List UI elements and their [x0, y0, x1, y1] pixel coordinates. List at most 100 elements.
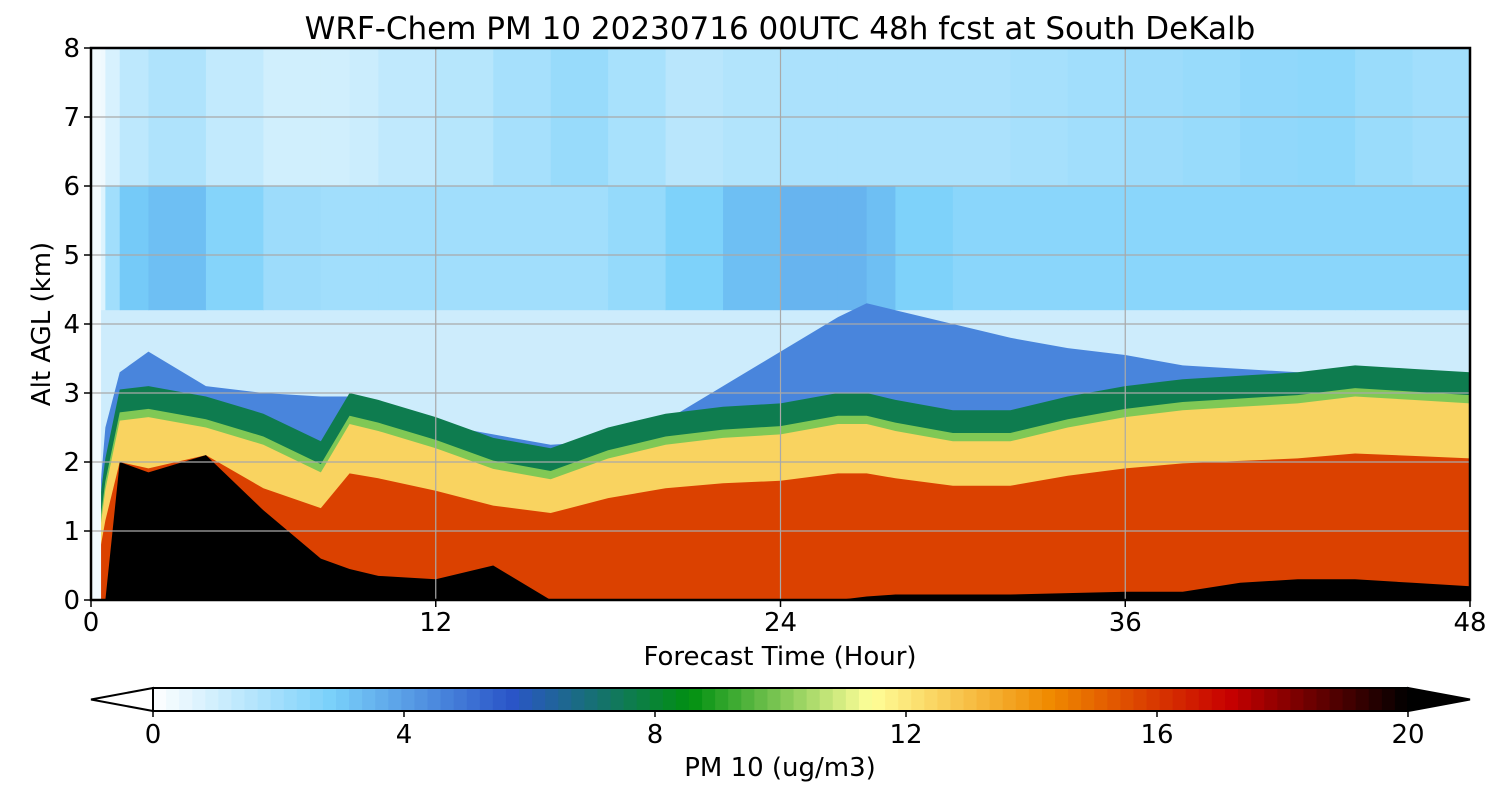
colorbar-segment: [819, 688, 834, 711]
colorbar-segment: [1172, 688, 1187, 711]
colorbar-segment: [1068, 688, 1082, 711]
colorbar-segment: [662, 688, 677, 711]
heat-cell: [205, 48, 264, 187]
y-tick-label: 3: [63, 379, 80, 409]
heat-cell: [119, 186, 150, 311]
heat-cell: [148, 48, 207, 187]
colorbar-segment: [963, 688, 978, 711]
colorbar-segment: [1028, 688, 1043, 711]
heat-cell: [119, 48, 150, 187]
heat-cell: [1182, 186, 1241, 311]
heat-cell: [780, 186, 839, 311]
colorbar-segment: [505, 688, 520, 711]
y-tick-label: 0: [63, 586, 80, 616]
heat-cell: [837, 186, 868, 311]
chart-title: WRF-Chem PM 10 20230716 00UTC 48h fcst a…: [305, 11, 1256, 47]
colorbar-tick-label: 12: [889, 720, 922, 750]
colorbar-segment: [1041, 688, 1056, 711]
colorbar-segment: [1094, 688, 1108, 711]
colorbar-segment: [231, 688, 246, 711]
heat-cell: [550, 186, 609, 311]
x-tick-label: 48: [1453, 608, 1486, 638]
y-axis-label: Alt AGL (km): [27, 242, 57, 406]
colorbar-segment: [845, 688, 860, 711]
heat-cell: [349, 186, 379, 311]
colorbar-segment: [1224, 688, 1239, 711]
colorbar-segment: [950, 688, 965, 711]
colorbar-tick-label: 4: [396, 720, 413, 750]
heat-cell: [665, 48, 724, 187]
colorbar-segment: [636, 688, 651, 711]
colorbar-segment: [283, 688, 298, 711]
heat-cell: [263, 48, 322, 187]
heat-cell: [723, 48, 782, 187]
colorbar-segment: [362, 688, 376, 711]
colorbar-segment: [1368, 688, 1383, 711]
y-tick-label: 5: [63, 241, 80, 271]
colorbar-segment: [1303, 688, 1318, 711]
gridlines: [91, 48, 1470, 600]
colorbar-segment: [1146, 688, 1161, 711]
colorbar-segment: [1107, 688, 1121, 711]
colorbar-segment: [728, 688, 742, 711]
colorbar-segment: [479, 688, 494, 711]
colorbar-segment: [741, 688, 755, 711]
colorbar-segment: [401, 688, 416, 711]
colorbar-segment: [1198, 688, 1213, 711]
colorbar-segment: [270, 688, 285, 711]
colorbar-segment: [166, 688, 180, 711]
colorbar-segment: [675, 688, 690, 711]
heat-cell: [1125, 186, 1184, 311]
x-tick-label: 0: [83, 608, 100, 638]
colorbar-extend-min: [90, 686, 154, 713]
colorbar-segment: [1355, 688, 1370, 711]
colorbar-segment: [1081, 688, 1095, 711]
colorbar-segment: [414, 688, 429, 711]
colorbar-segment: [375, 688, 389, 711]
heat-cell: [608, 186, 667, 311]
heat-cell: [1010, 48, 1069, 187]
x-tick-label: 36: [1109, 608, 1142, 638]
colorbar-segment: [688, 688, 703, 711]
colorbar-segment: [453, 688, 468, 711]
heat-cell: [723, 186, 782, 311]
colorbar-segment: [1120, 688, 1135, 711]
colorbar-segment: [192, 688, 206, 711]
heat-cell: [105, 186, 121, 311]
colorbar-segment: [532, 688, 546, 711]
colorbar-segment: [519, 688, 533, 711]
heat-cell: [435, 186, 494, 311]
colorbar-segment: [1277, 688, 1291, 711]
heat-cell: [349, 48, 379, 187]
heat-cell: [148, 186, 207, 311]
colorbar-segment: [1264, 688, 1278, 711]
colorbar-segment: [558, 688, 572, 711]
heat-cell: [320, 186, 351, 311]
colorbar-segment: [806, 688, 821, 711]
colorbar-frame: [152, 687, 1409, 712]
heat-cell: [1297, 48, 1356, 187]
y-tick-label: 2: [63, 448, 80, 478]
colorbar-segment: [1055, 688, 1069, 711]
heat-cell: [1355, 48, 1414, 187]
heat-cell: [780, 48, 839, 187]
colorbar-segment: [492, 688, 507, 711]
colorbar-segment: [989, 688, 1004, 711]
heat-cell: [1010, 186, 1069, 311]
colorbar-segment: [466, 688, 481, 711]
colorbar-segment: [858, 688, 873, 711]
colorbar-segment: [1185, 688, 1200, 711]
heat-cell: [378, 186, 437, 311]
colorbar-segment: [1002, 688, 1017, 711]
colorbar-segment: [153, 688, 167, 711]
x-axis-label: Forecast Time (Hour): [643, 642, 916, 672]
colorbar-segment: [244, 688, 259, 711]
heat-cell: [1067, 48, 1126, 187]
colorbar-segment: [1015, 688, 1030, 711]
colorbar-segment: [571, 688, 586, 711]
heat-cell: [866, 48, 897, 187]
colorbar-segment: [872, 688, 886, 711]
y-tick-label: 7: [63, 103, 80, 133]
